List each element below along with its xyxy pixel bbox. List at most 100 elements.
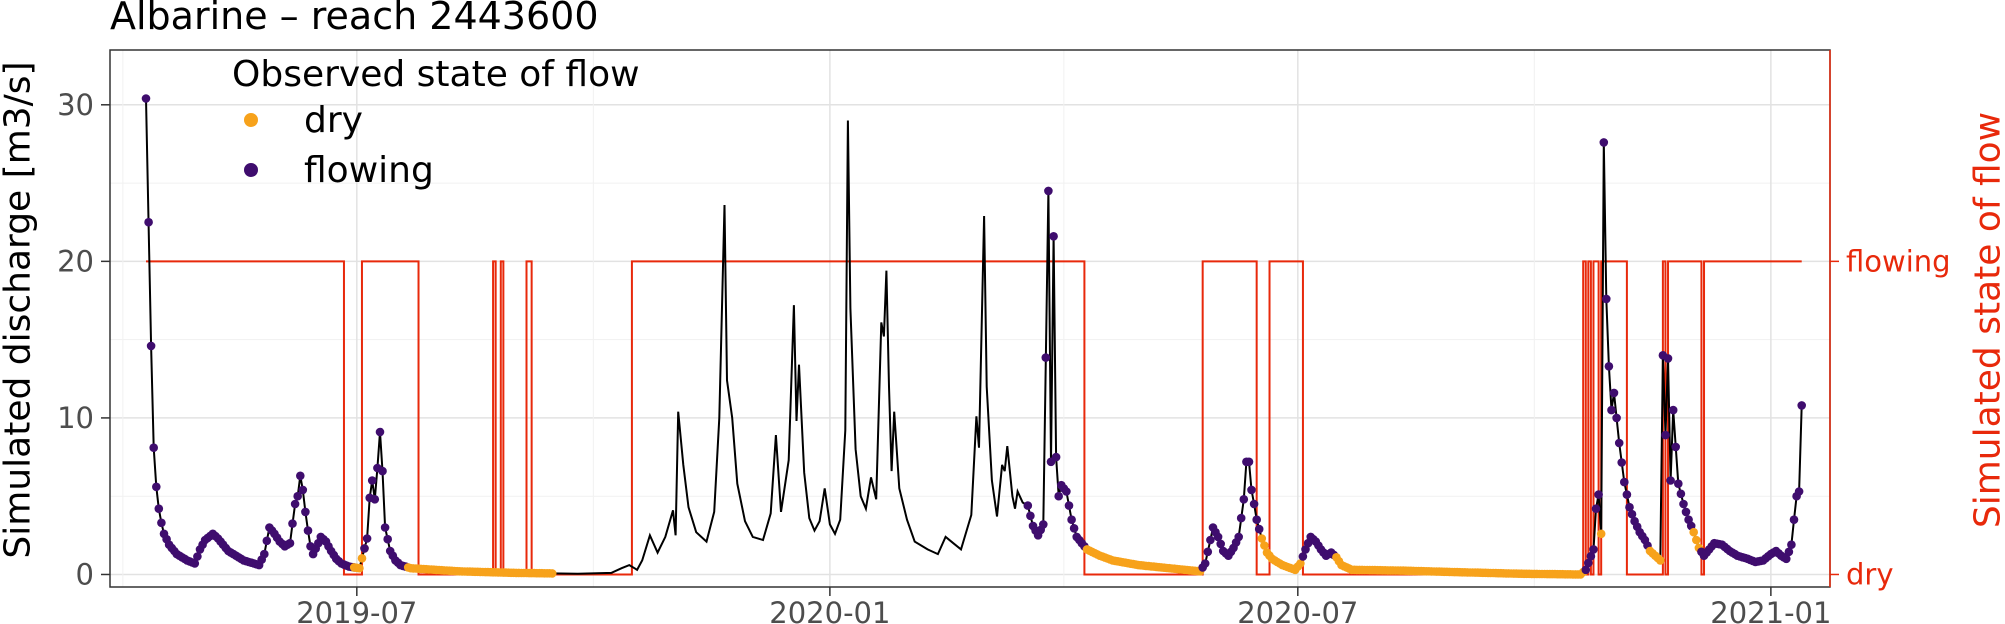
legend-item-dry: dry — [232, 95, 640, 145]
observation-point-flowing — [146, 341, 156, 351]
y-tick-label: 20 — [57, 244, 94, 278]
observation-point-dry — [355, 563, 364, 573]
observation-point-flowing — [1051, 452, 1061, 462]
observation-point-flowing — [1584, 558, 1593, 568]
observation-point-flowing — [1789, 515, 1799, 524]
observation-point-flowing — [1622, 490, 1632, 499]
observation-point-flowing — [1797, 401, 1806, 410]
observation-point-flowing — [290, 499, 300, 509]
observation-point-flowing — [301, 507, 310, 517]
observation-point-dry — [547, 569, 557, 578]
observation-point-flowing — [1252, 515, 1261, 524]
observation-point-flowing — [1203, 547, 1213, 557]
y-tick-label: 0 — [76, 557, 94, 591]
observation-point-flowing — [1668, 405, 1678, 415]
observation-point-flowing — [1244, 457, 1254, 467]
observation-point-flowing — [298, 485, 308, 495]
observation-point-flowing — [1039, 520, 1048, 529]
observation-point-flowing — [1663, 354, 1673, 363]
y-axis-left: 0 10 20 30 — [57, 88, 110, 591]
observation-point-flowing — [1614, 438, 1624, 448]
observation-point-flowing — [1239, 495, 1249, 504]
y-axis-label-right: Simulated state of flow — [1967, 111, 2005, 529]
observation-point-flowing — [1620, 477, 1629, 487]
observation-point-flowing — [1581, 565, 1591, 575]
observation-point-flowing — [1607, 405, 1616, 415]
observation-point-flowing — [1206, 535, 1215, 545]
observation-point-flowing — [1054, 491, 1063, 501]
observation-point-flowing — [149, 443, 158, 453]
observation-point-flowing — [1627, 509, 1637, 519]
x-tick-label: 2020-01 — [769, 596, 890, 624]
y-tick-label: 10 — [57, 401, 94, 435]
observation-point-dry — [1656, 556, 1665, 565]
observation-point-dry — [1260, 541, 1269, 550]
observation-point-flowing — [288, 519, 297, 528]
observation-point-flowing — [380, 523, 390, 532]
observation-point-flowing — [1787, 540, 1796, 549]
observation-point-flowing — [1249, 499, 1259, 509]
observation-point-flowing — [1041, 353, 1051, 362]
y-right-tick-label: dry — [1846, 557, 1894, 591]
observation-point-flowing — [1216, 539, 1225, 549]
observation-point-flowing — [1674, 479, 1683, 489]
x-tick-label: 2019-07 — [296, 596, 417, 624]
observation-point-dry — [1689, 527, 1698, 537]
observation-point-flowing — [1023, 501, 1033, 510]
observation-point-flowing — [1234, 532, 1243, 542]
observation-point-flowing — [262, 536, 272, 546]
observation-point-flowing — [260, 549, 269, 559]
observation-point-flowing — [1589, 545, 1598, 554]
observation-point-flowing — [362, 534, 372, 543]
legend-item-flowing: flowing — [232, 145, 640, 195]
observation-point-flowing — [154, 504, 164, 513]
legend-swatch-flowing — [244, 163, 258, 177]
observation-point-flowing — [1069, 524, 1079, 533]
legend: Observed state of flow dry flowing — [232, 54, 640, 195]
observation-point-flowing — [1254, 524, 1264, 534]
observation-point-flowing — [303, 526, 313, 535]
observation-point-flowing — [1612, 413, 1621, 423]
observation-points — [141, 94, 1806, 579]
observation-point-flowing — [1298, 552, 1308, 561]
observation-point-flowing — [1044, 186, 1053, 196]
observation-point-flowing — [1661, 430, 1670, 440]
observation-point-flowing — [1784, 547, 1794, 557]
observation-point-dry — [1257, 534, 1267, 543]
observation-point-flowing — [152, 482, 161, 492]
observation-point-flowing — [193, 552, 202, 561]
legend-label-dry: dry — [304, 99, 363, 141]
observation-point-dry — [1692, 535, 1701, 545]
y-axis-label-left: Simulated discharge [m3/s] — [0, 61, 39, 559]
legend-swatch-dry — [244, 113, 258, 127]
observation-point-flowing — [375, 427, 385, 437]
observation-point-flowing — [285, 538, 295, 548]
observation-point-flowing — [1062, 487, 1071, 496]
observation-point-dry — [1296, 559, 1305, 568]
observation-point-flowing — [383, 534, 393, 544]
observation-point-flowing — [367, 476, 377, 485]
y-right-tick-label: flowing — [1846, 244, 1951, 278]
x-axis: 2019-07 2020-01 2020-07 2021-01 — [296, 587, 1831, 624]
observation-point-flowing — [1586, 551, 1596, 561]
observation-point-flowing — [1609, 388, 1619, 398]
observation-point-flowing — [1213, 532, 1223, 542]
legend-title: Observed state of flow — [232, 54, 640, 95]
observation-point-flowing — [1625, 502, 1634, 512]
observation-point-flowing — [1026, 511, 1035, 521]
observation-point-flowing — [157, 518, 166, 528]
observation-point-flowing — [1602, 294, 1611, 304]
y-axis-right: flowing dry — [1829, 50, 1951, 591]
observation-point-flowing — [1591, 504, 1601, 513]
observation-point-dry — [1596, 529, 1606, 539]
observation-point-flowing — [1599, 138, 1609, 147]
observation-point-flowing — [1064, 501, 1074, 510]
observation-point-flowing — [1049, 232, 1058, 241]
observation-point-flowing — [1681, 507, 1691, 517]
observation-point-flowing — [144, 217, 153, 227]
chart-title: Albarine – reach 2443600 — [110, 0, 599, 38]
observation-point-flowing — [1604, 362, 1614, 371]
observation-point-flowing — [360, 544, 369, 553]
observation-point-flowing — [370, 495, 380, 504]
observation-point-flowing — [141, 94, 151, 103]
